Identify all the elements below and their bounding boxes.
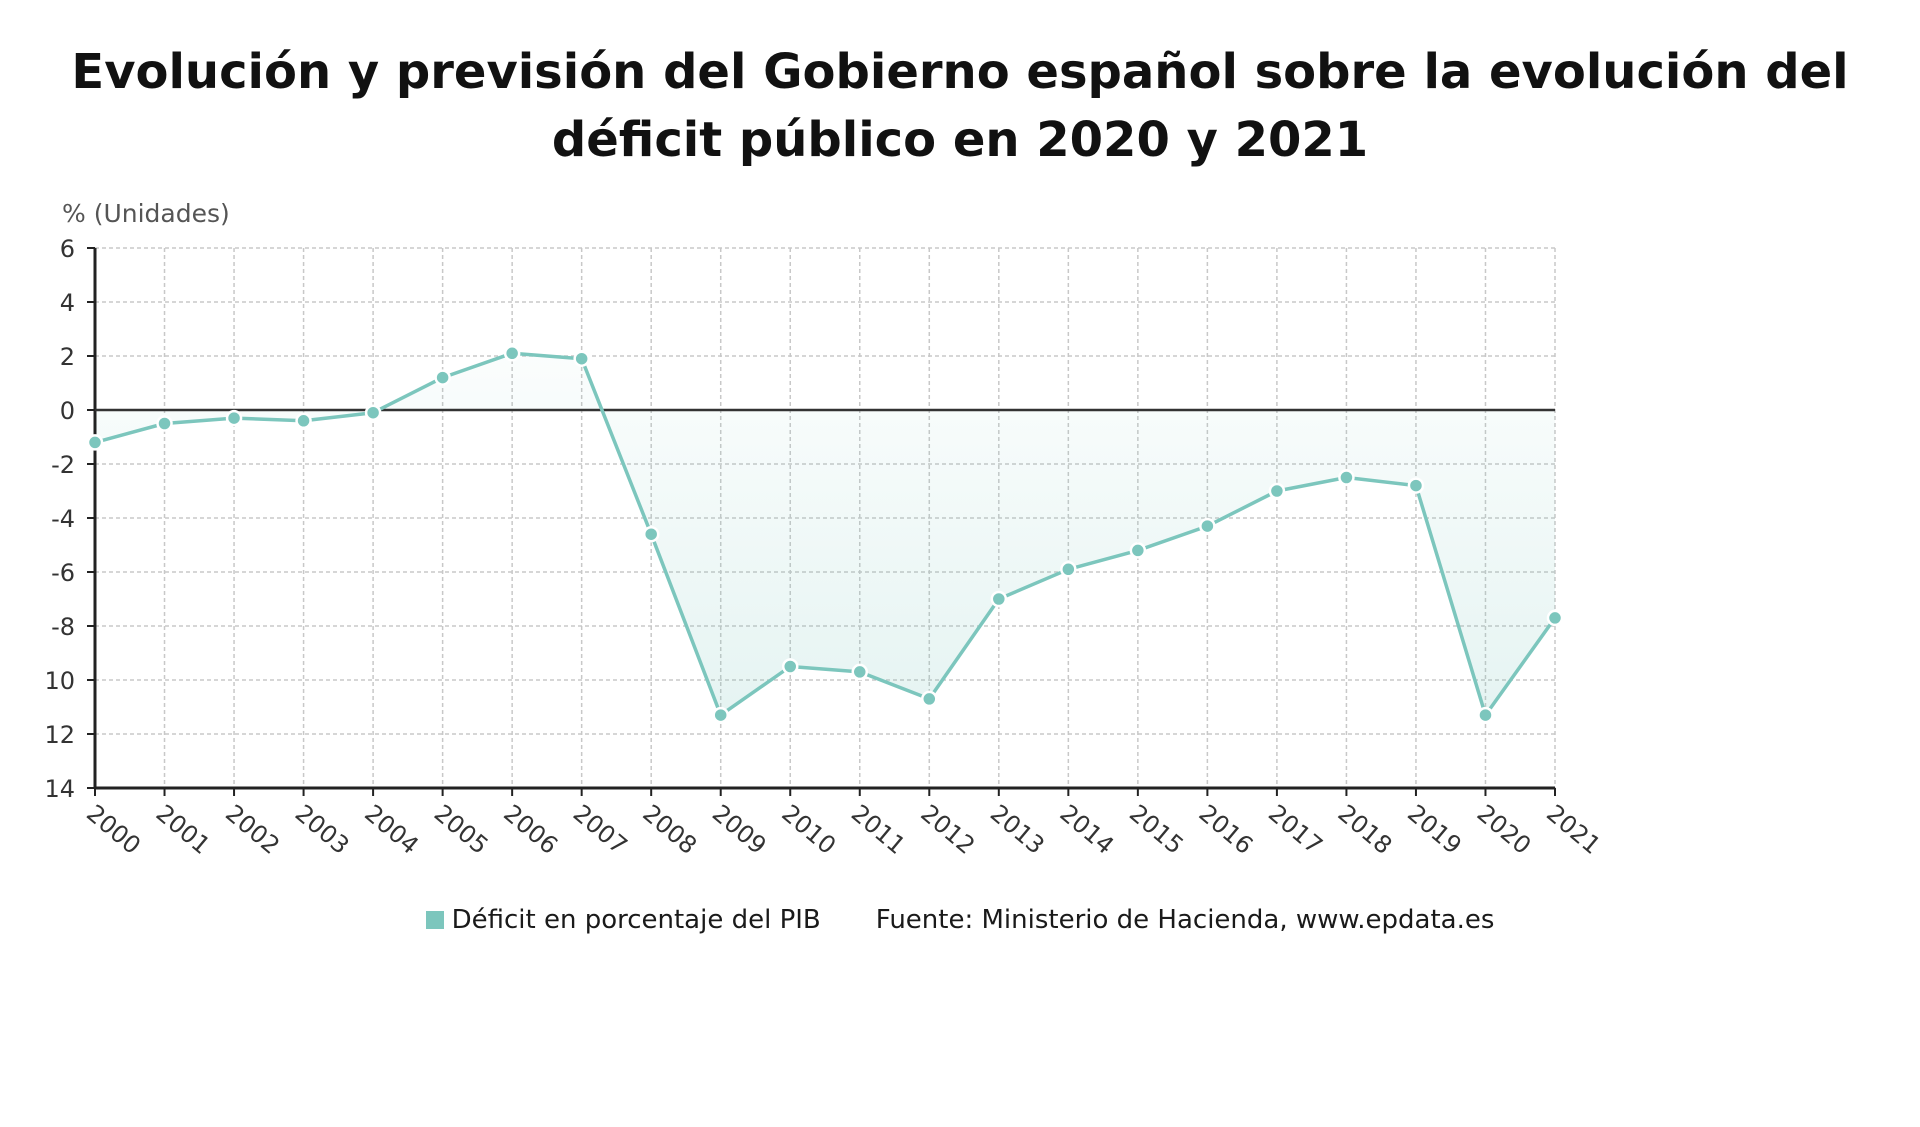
x-tick-label: 2017 <box>1263 799 1328 860</box>
y-tick-label: 10 <box>44 667 75 695</box>
data-point <box>1129 542 1147 559</box>
legend: Déficit en porcentaje del PIB Fuente: Mi… <box>0 905 1920 935</box>
x-tick-label: 2008 <box>637 799 702 860</box>
y-tick-label: -8 <box>51 613 75 641</box>
x-tick-label: 2010 <box>776 799 841 860</box>
data-point <box>1268 482 1286 500</box>
y-tick-label: 14 <box>44 775 75 803</box>
data-point <box>712 706 729 724</box>
data-point <box>364 404 382 421</box>
series-polyline <box>94 351 1557 717</box>
source-note: Fuente: Ministerio de Hacienda, www.epda… <box>875 905 1495 935</box>
legend-swatch <box>425 911 444 929</box>
data-point <box>156 415 173 432</box>
data-point <box>295 412 312 430</box>
x-tick-label: 2006 <box>498 799 563 860</box>
y-tick-label: 2 <box>60 343 75 371</box>
data-point <box>851 663 869 681</box>
y-axis-ticks: 6 4 2 0 -2 -4 -6 -8 10 12 14 <box>44 235 95 803</box>
data-point <box>642 525 660 543</box>
x-tick-label: 2011 <box>846 799 911 860</box>
x-tick-label: 2014 <box>1054 799 1119 860</box>
x-tick-label: 2007 <box>568 799 633 860</box>
y-tick-label: -2 <box>51 451 75 479</box>
x-tick-label: 2015 <box>1124 799 1189 860</box>
data-point <box>225 409 243 427</box>
data-point <box>86 434 104 451</box>
area-fill <box>95 353 1555 716</box>
data-point <box>1199 517 1216 535</box>
data-point <box>990 590 1008 608</box>
data-point <box>503 345 521 362</box>
data-points <box>86 345 1564 724</box>
data-point <box>1407 477 1425 494</box>
x-tick-label: 2004 <box>359 799 424 860</box>
x-tick-label: 2002 <box>220 799 285 860</box>
x-axis-ticks: 2000 2001 2002 2003 2004 2005 2006 2007 2008 2009… <box>81 788 1606 860</box>
data-point <box>1338 469 1355 486</box>
y-tick-label: 12 <box>44 721 75 749</box>
x-tick-label: 2009 <box>707 799 772 860</box>
series-line <box>94 351 1557 717</box>
legend-series-label: Déficit en porcentaje del PIB <box>451 905 821 935</box>
x-tick-label: 2021 <box>1541 799 1606 860</box>
y-tick-label: -4 <box>51 505 75 533</box>
x-tick-label: 2012 <box>915 799 980 860</box>
x-tick-label: 2020 <box>1472 799 1537 860</box>
x-tick-label: 2003 <box>290 799 355 860</box>
x-tick-label: 2005 <box>429 799 494 860</box>
y-axis-label: % (Unidades) <box>62 199 230 228</box>
y-tick-label: -6 <box>51 559 75 587</box>
x-tick-label: 2019 <box>1402 799 1467 860</box>
area-fill-path <box>95 353 1555 716</box>
data-point <box>781 658 799 675</box>
x-tick-label: 2016 <box>1194 799 1259 860</box>
y-tick-label: 0 <box>60 397 75 425</box>
data-point <box>573 350 590 367</box>
data-point <box>921 690 938 708</box>
x-tick-label: 2001 <box>151 799 216 860</box>
chart-title: Evolución y previsión del Gobierno españ… <box>71 44 1849 168</box>
data-point <box>434 369 451 386</box>
y-tick-label: 6 <box>60 235 75 263</box>
x-tick-label: 2018 <box>1333 799 1398 860</box>
y-tick-label: 4 <box>60 289 75 317</box>
x-tick-label: 2013 <box>985 799 1050 860</box>
data-point <box>1060 561 1077 578</box>
data-point <box>1477 706 1494 724</box>
data-point <box>1546 609 1564 627</box>
x-tick-label: 2000 <box>81 799 146 860</box>
